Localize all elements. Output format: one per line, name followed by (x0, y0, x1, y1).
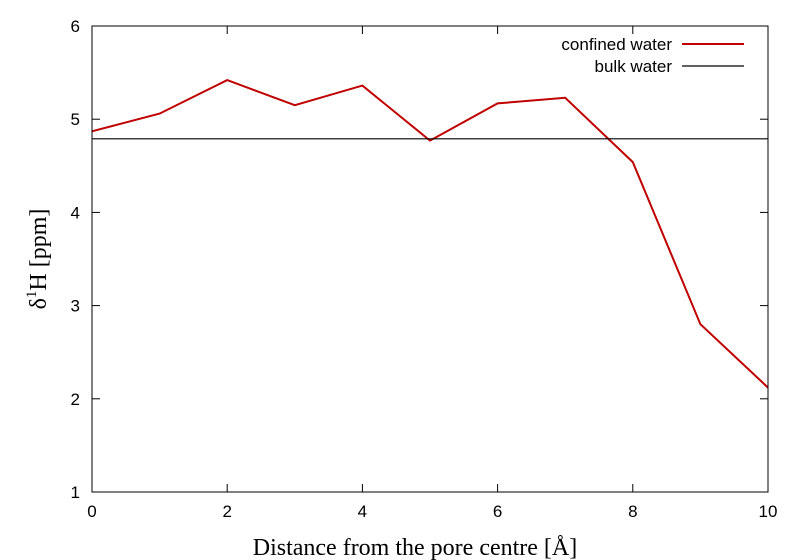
series-line-confined-water (91, 79, 769, 389)
y-tick-label: 4 (71, 203, 80, 222)
y-tick-label: 5 (71, 110, 80, 129)
y-tick-label: 6 (71, 17, 80, 36)
y-axis-title-sup: 1 (24, 291, 40, 299)
y-tick-label: 3 (71, 297, 80, 316)
y-axis-title-rest: H [ppm] (26, 209, 52, 291)
y-axis-title: δ1H [ppm] (24, 209, 52, 310)
legend-label-confined-water: confined water (561, 35, 672, 54)
x-tick-label: 8 (628, 502, 637, 521)
svg-text:δ1H [ppm]: δ1H [ppm] (24, 209, 52, 310)
x-tick-label: 0 (87, 502, 96, 521)
plot-frame (91, 25, 769, 493)
x-tick-label: 10 (759, 502, 778, 521)
y-axis-title-main: δ (26, 298, 52, 309)
x-axis-title: Distance from the pore centre [Å] (253, 535, 578, 560)
x-tick-label: 2 (222, 502, 231, 521)
legend-label-bulk-water: bulk water (595, 57, 673, 76)
series-layer (91, 79, 769, 389)
x-tick-label: 6 (493, 502, 502, 521)
legend: confined water bulk water (561, 35, 744, 76)
y-tick-label: 2 (71, 390, 80, 409)
x-tick-label: 4 (358, 502, 367, 521)
y-tick-label: 1 (71, 483, 80, 502)
